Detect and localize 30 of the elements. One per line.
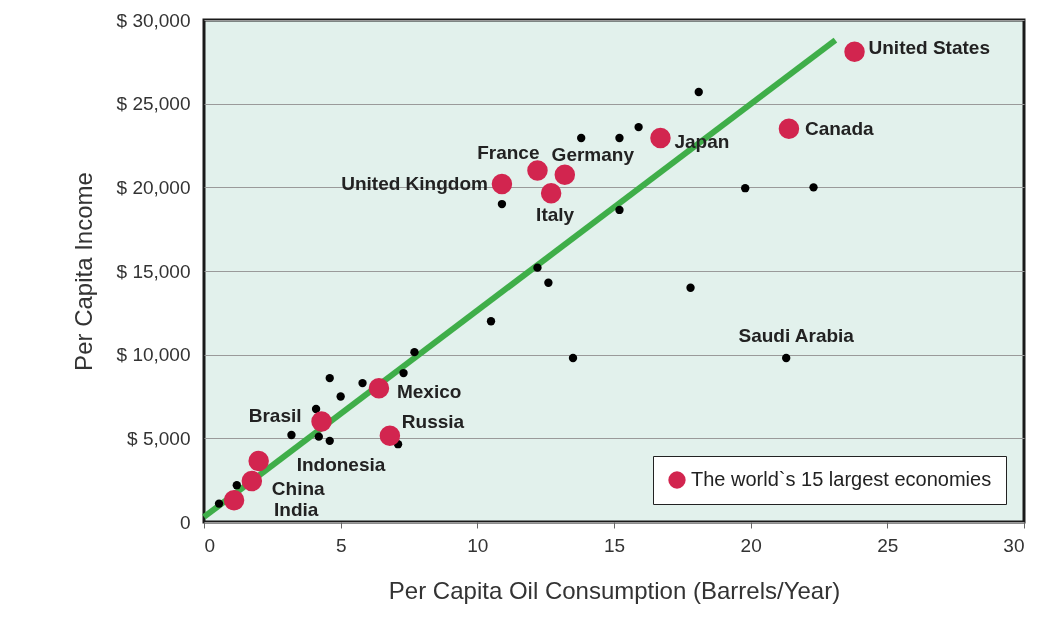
x-tick-label: 10 [467, 534, 489, 556]
annotation: Indonesia [296, 453, 386, 475]
y-axis-title: Per Capita Income [69, 172, 97, 371]
legend-label: The world`s 15 largest economies [691, 468, 992, 490]
x-tick-label: 25 [877, 534, 899, 556]
y-tick-label: $ 25,000 [116, 93, 191, 115]
annotation: India [274, 499, 319, 521]
x-tick-label: 20 [740, 534, 762, 556]
y-tick-label: $ 5,000 [127, 427, 191, 449]
annotation: Germany [551, 143, 635, 165]
annotation: France [477, 141, 540, 163]
x-tick-label: 30 [1003, 534, 1025, 556]
annotation: China [271, 478, 326, 499]
y-tick-label: $ 30,000 [116, 9, 191, 31]
x-tick-label: 15 [603, 534, 626, 556]
annotation: Italy [536, 204, 575, 226]
annotation: Saudi Arabia [738, 325, 855, 347]
annotation: Brasil [248, 404, 302, 426]
annotation: Mexico [396, 381, 462, 403]
x-tick-label: 5 [335, 534, 347, 556]
x-tick-label: 0 [204, 534, 216, 556]
annotation: United Kingdom [341, 172, 488, 194]
y-tick-label: 0 [179, 511, 191, 533]
annotation: Russia [401, 410, 465, 432]
y-tick-label: $ 15,000 [116, 260, 191, 282]
annotation: Canada [804, 117, 874, 139]
x-axis-title: Per Capita Oil Consumption (Barrels/Year) [388, 576, 841, 604]
annotation: United States [868, 36, 990, 58]
y-tick-label: $ 20,000 [116, 176, 191, 198]
y-tick-label: $ 10,000 [116, 344, 191, 366]
